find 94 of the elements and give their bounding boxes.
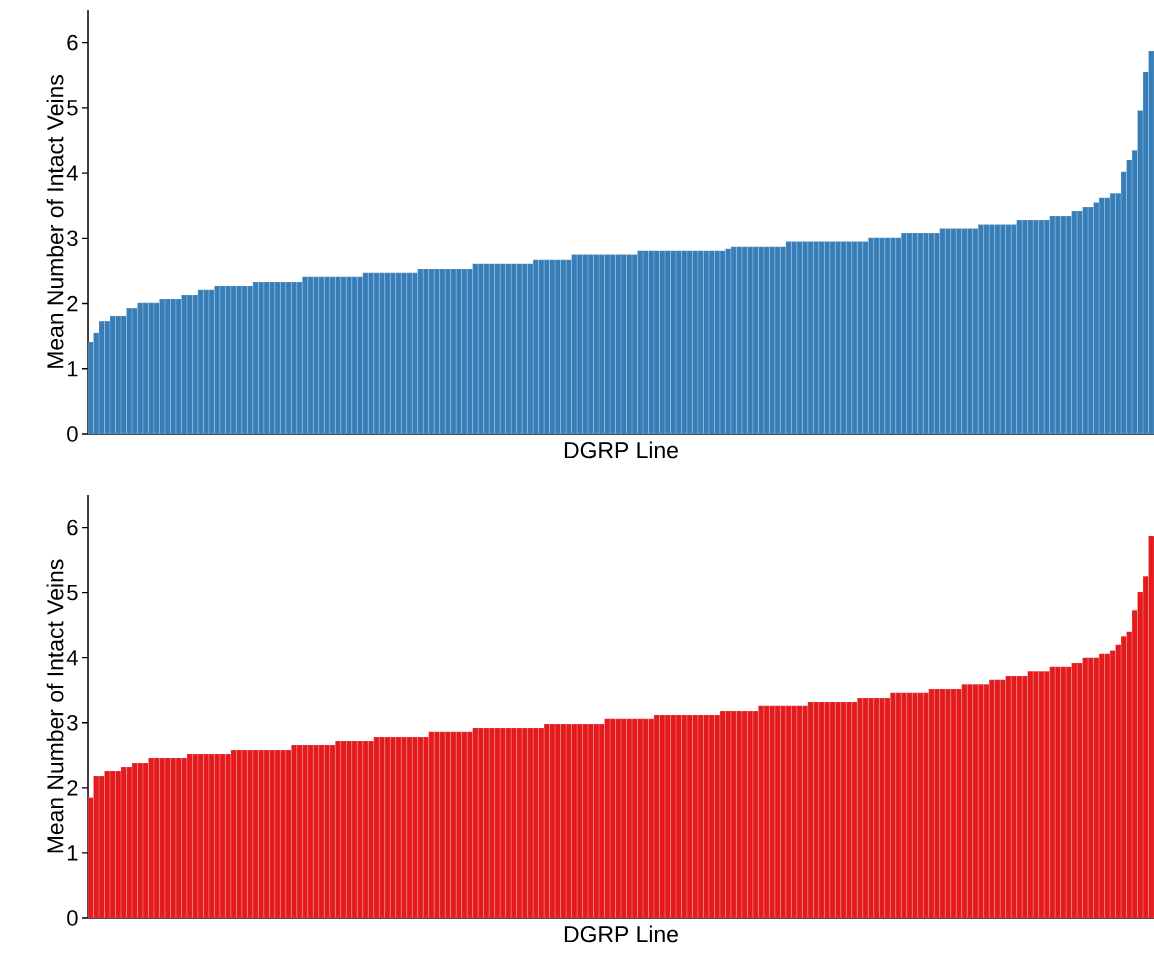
y-tick-label: 1 [67, 361, 78, 377]
bar [906, 692, 913, 919]
y-tick-label: 1 [67, 845, 78, 861]
bar [972, 228, 979, 435]
y-tick-label: 2 [67, 295, 78, 312]
bar [807, 701, 814, 919]
y-tick-label: 0 [67, 910, 78, 926]
bar [450, 731, 457, 919]
bar [439, 268, 446, 435]
y-tick-label: 3 [67, 714, 78, 731]
bar [263, 750, 270, 919]
bar [807, 241, 814, 435]
bar [994, 679, 1001, 919]
bar [818, 241, 825, 435]
bar [895, 237, 902, 435]
bar [862, 697, 869, 919]
bar [972, 684, 979, 919]
y-tick-label: 2 [67, 780, 78, 796]
bar [961, 684, 968, 919]
bar [439, 731, 446, 919]
bar [818, 701, 825, 919]
bar [329, 744, 336, 919]
bar [983, 224, 990, 435]
bar [873, 237, 880, 435]
bar [274, 750, 281, 919]
bar [884, 697, 891, 919]
bar [307, 276, 314, 435]
bar [851, 241, 858, 435]
bar [428, 731, 435, 919]
bar [329, 276, 336, 435]
bar [263, 281, 270, 435]
bar [340, 276, 347, 435]
bar [373, 272, 380, 435]
bar [840, 241, 847, 435]
y-axis-title: Mean Number of Intact Veins [46, 559, 64, 853]
y-tick-label: 5 [67, 100, 78, 116]
y-tick-label: 5 [67, 584, 78, 601]
bar [796, 705, 803, 919]
bar [950, 228, 957, 435]
bar [296, 744, 303, 919]
bar [873, 697, 880, 919]
bar [340, 740, 347, 919]
bar [895, 692, 902, 919]
bar [939, 228, 946, 435]
y-tick-label: 6 [67, 34, 78, 51]
bar [307, 744, 314, 919]
bar [362, 272, 369, 435]
bar [829, 241, 836, 435]
y-tick-label: 4 [66, 650, 78, 666]
y-axis-title: Mean Number of Intact Veins [46, 75, 64, 368]
x-axis-title: DGRP Line [564, 441, 678, 459]
bar [950, 688, 957, 919]
bar [450, 268, 457, 435]
bar [362, 740, 369, 919]
bar [417, 268, 424, 435]
y-tick-label: 0 [67, 426, 78, 442]
bar [840, 701, 847, 919]
bar [994, 224, 1001, 435]
bar [296, 281, 303, 435]
bar [906, 232, 913, 435]
bar [417, 736, 424, 919]
bar [285, 750, 292, 919]
bar [373, 736, 380, 919]
bar [917, 232, 924, 435]
bar [351, 740, 358, 919]
bar [796, 241, 803, 435]
x-axis-title: DGRP Line [564, 925, 678, 943]
bar [285, 281, 292, 435]
bar [461, 268, 468, 435]
bar [461, 731, 468, 919]
bar [395, 736, 402, 919]
bar [928, 688, 935, 919]
bar [384, 736, 391, 919]
bar [829, 701, 836, 919]
bar [318, 276, 325, 435]
bar [983, 684, 990, 919]
bar [395, 272, 402, 435]
bar [851, 701, 858, 919]
bar [428, 268, 435, 435]
bar [384, 272, 391, 435]
bar [961, 228, 968, 435]
bar [917, 692, 924, 919]
bar [884, 237, 891, 435]
bar [351, 276, 358, 435]
bar [939, 688, 946, 919]
bar [862, 241, 869, 435]
y-tick-label: 3 [67, 230, 78, 247]
bar [406, 272, 413, 435]
bar [274, 281, 281, 435]
bar [406, 736, 413, 919]
bar [928, 232, 935, 435]
bar [318, 744, 325, 919]
y-tick-label: 6 [67, 519, 78, 536]
y-tick-label: 4 [66, 165, 78, 181]
